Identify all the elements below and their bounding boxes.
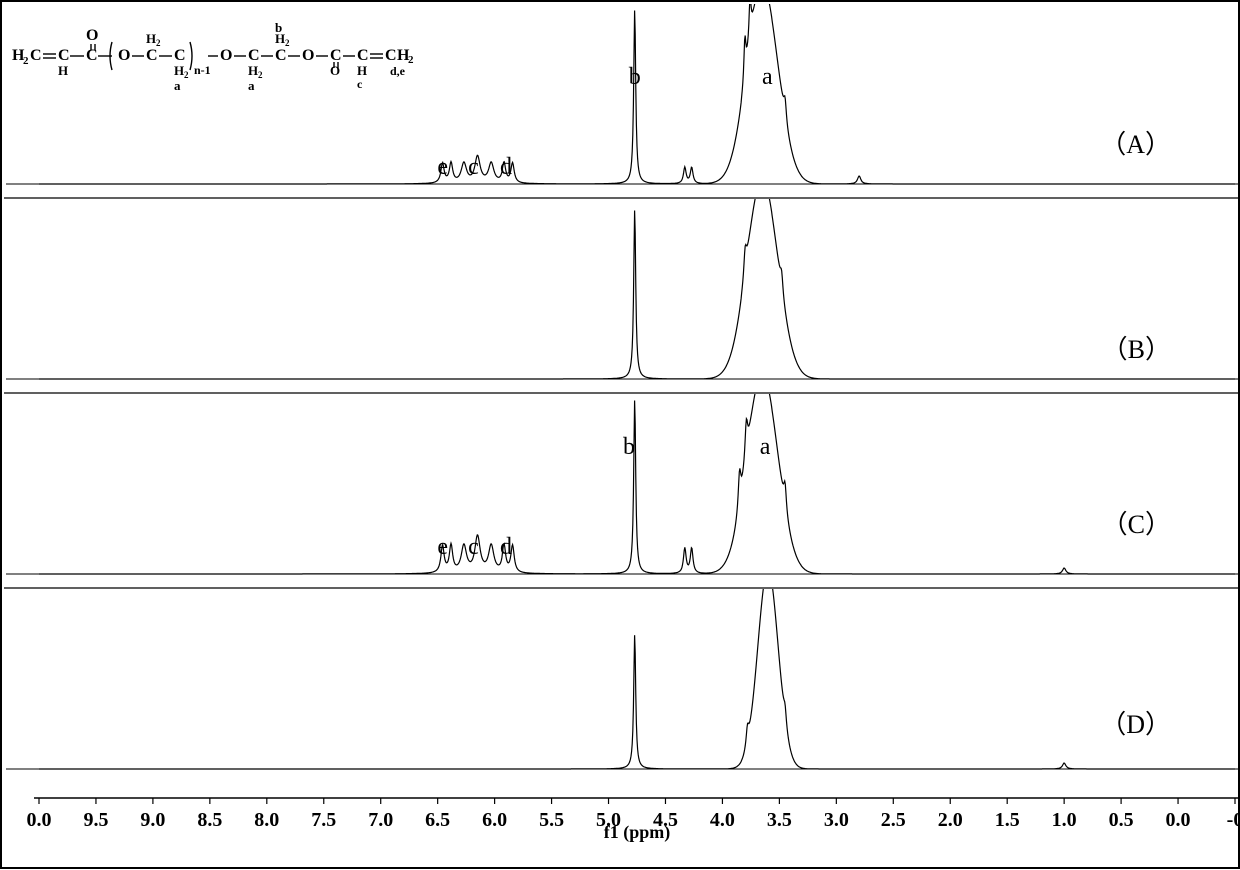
svg-text:H: H	[357, 63, 367, 78]
svg-text:C: C	[146, 47, 158, 64]
svg-text:2: 2	[184, 70, 189, 80]
svg-text:7.5: 7.5	[311, 809, 336, 831]
svg-text:2.0: 2.0	[938, 809, 963, 831]
panel-label-C: （C）	[1102, 504, 1171, 541]
label-b-struct: b	[275, 20, 282, 35]
svg-text:2: 2	[156, 38, 161, 48]
svg-text:C: C	[58, 47, 70, 64]
svg-text:8.0: 8.0	[254, 809, 279, 831]
svg-text:6.5: 6.5	[425, 809, 450, 831]
label-a2-struct: a	[248, 78, 255, 93]
svg-text:0.5: 0.5	[1109, 809, 1134, 831]
peak-label-C-a: a	[760, 434, 771, 461]
svg-text:0.0: 0.0	[1166, 809, 1191, 831]
panel-label-D: （D）	[1100, 704, 1171, 741]
peak-label-A-a: a	[762, 64, 773, 91]
svg-text:2: 2	[258, 70, 263, 80]
figure-frame: （A）ecdba（B）（C）ecdba（D） H2 C C H C O O	[0, 0, 1240, 869]
axis-area: 0.09.59.08.58.07.57.06.56.05.55.04.54.03…	[4, 780, 1236, 865]
svg-text:H: H	[58, 63, 68, 78]
svg-text:H: H	[174, 63, 184, 78]
peak-label-A-e: e	[437, 154, 448, 181]
svg-text:1.5: 1.5	[995, 809, 1020, 831]
svg-text:C: C	[174, 47, 186, 64]
svg-text:0.0: 0.0	[27, 809, 52, 831]
svg-text:9.5: 9.5	[83, 809, 108, 831]
svg-text:7.0: 7.0	[368, 809, 393, 831]
chemical-structure: H2 C C H C O O C H2 C H2	[12, 10, 442, 110]
svg-text:O: O	[302, 47, 314, 64]
svg-text:H: H	[146, 31, 156, 46]
svg-text:3.5: 3.5	[767, 809, 792, 831]
spectrum-panel-B: （B）	[4, 199, 1236, 394]
svg-text:f1 (ppm): f1 (ppm)	[604, 822, 671, 843]
peak-label-A-b: b	[629, 64, 641, 91]
label-a-struct: a	[174, 78, 181, 93]
svg-text:-0: -0	[1227, 809, 1240, 831]
svg-text:2: 2	[285, 38, 290, 48]
peak-label-C-b: b	[623, 434, 635, 461]
svg-text:C: C	[248, 47, 260, 64]
svg-text:6.0: 6.0	[482, 809, 507, 831]
peak-label-C-e: e	[437, 534, 448, 561]
svg-text:2: 2	[408, 54, 414, 66]
panel-label-A: （A）	[1100, 124, 1171, 161]
label-de-struct: d,e	[390, 64, 406, 78]
svg-text:C: C	[30, 47, 42, 64]
svg-text:9.0: 9.0	[140, 809, 165, 831]
peak-label-A-d: d	[500, 154, 512, 181]
spectrum-panel-D: （D）	[4, 589, 1236, 784]
svg-text:2: 2	[23, 55, 29, 67]
svg-text:O: O	[220, 47, 232, 64]
svg-text:C: C	[275, 47, 287, 64]
svg-text:5.5: 5.5	[539, 809, 564, 831]
spectra-area: （A）ecdba（B）（C）ecdba（D）	[4, 4, 1236, 784]
svg-text:4.0: 4.0	[710, 809, 735, 831]
svg-text:C: C	[357, 47, 369, 64]
svg-text:O: O	[86, 27, 98, 44]
label-n1: n-1	[194, 63, 211, 77]
panel-label-B: （B）	[1102, 329, 1171, 366]
label-c-struct: c	[357, 77, 363, 91]
peak-label-C-d: d	[500, 534, 512, 561]
svg-text:C: C	[86, 47, 98, 64]
svg-text:1.0: 1.0	[1052, 809, 1077, 831]
svg-text:O: O	[118, 47, 130, 64]
peak-label-C-c: c	[468, 534, 479, 561]
svg-text:C: C	[330, 47, 342, 64]
svg-text:2.5: 2.5	[881, 809, 906, 831]
svg-text:C: C	[385, 47, 397, 64]
svg-text:8.5: 8.5	[197, 809, 222, 831]
spectrum-panel-C: （C） ecd b a	[4, 394, 1236, 589]
svg-text:H: H	[248, 63, 258, 78]
peak-label-A-c: c	[468, 154, 479, 181]
svg-text:3.0: 3.0	[824, 809, 849, 831]
